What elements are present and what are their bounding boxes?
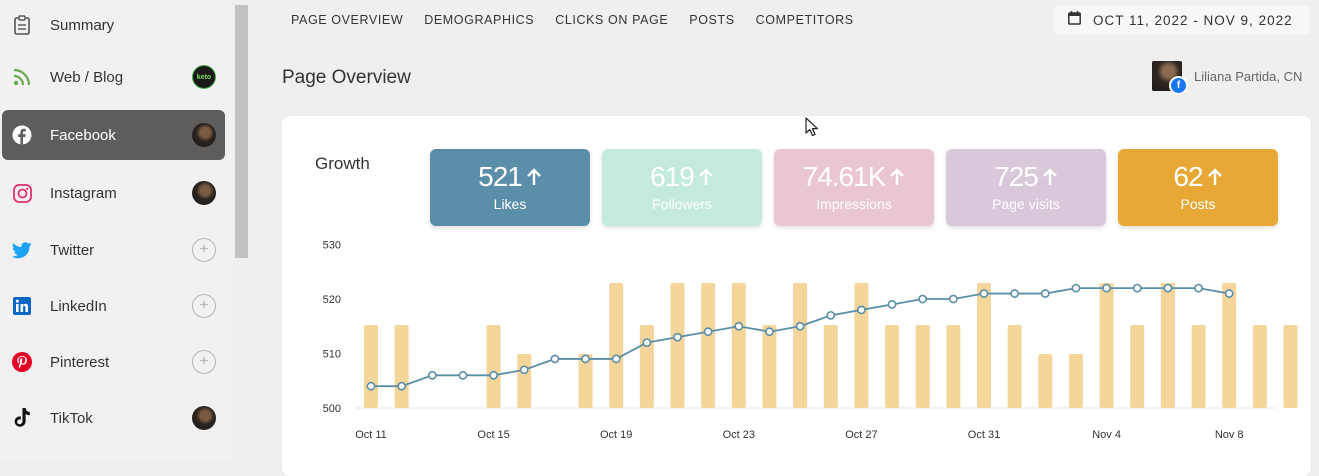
stat-label: Followers bbox=[652, 196, 712, 212]
arrow-up-icon bbox=[1207, 161, 1223, 193]
sidebar-item-label: Facebook bbox=[50, 126, 116, 144]
stat-label: Impressions bbox=[816, 196, 892, 212]
keto-avatar: keto bbox=[192, 65, 216, 89]
stat-card-followers[interactable]: 619 Followers bbox=[602, 149, 762, 226]
arrow-up-icon bbox=[526, 161, 542, 193]
sidebar-item-label: Twitter bbox=[50, 241, 95, 259]
tab-posts[interactable]: POSTS bbox=[689, 13, 735, 27]
sidebar-item-web-blog[interactable]: Web / Blog keto bbox=[2, 52, 225, 102]
sidebar-item-label: Pinterest bbox=[50, 353, 110, 371]
add-account-icon[interactable]: + bbox=[192, 350, 216, 374]
pinterest-icon bbox=[11, 351, 33, 373]
facebook-icon bbox=[11, 124, 33, 146]
sidebar-item-label: Web / Blog bbox=[50, 68, 124, 86]
rss-icon bbox=[11, 66, 33, 88]
sidebar-item-label: Instagram bbox=[50, 184, 117, 202]
sidebar-item-tiktok[interactable]: TikTok bbox=[2, 393, 225, 443]
arrow-up-icon bbox=[698, 161, 714, 193]
calendar-icon bbox=[1068, 10, 1081, 30]
linkedin-icon bbox=[11, 295, 33, 317]
add-account-icon[interactable]: + bbox=[192, 294, 216, 318]
profile-name: Liliana Partida, CN bbox=[1194, 68, 1303, 84]
stat-card-impressions[interactable]: 74.61K Impressions bbox=[774, 149, 934, 226]
sidebar-item-facebook[interactable]: Facebook bbox=[2, 110, 225, 160]
date-range-text: OCT 11, 2022 - NOV 9, 2022 bbox=[1093, 12, 1293, 28]
avatar bbox=[192, 181, 216, 205]
arrow-up-icon bbox=[889, 161, 905, 193]
sidebar-item-twitter[interactable]: Twitter + bbox=[2, 225, 225, 275]
stat-label: Likes bbox=[493, 196, 527, 212]
stat-value: 74.61K bbox=[802, 161, 887, 192]
sidebar-scrollbar[interactable] bbox=[235, 5, 248, 258]
stat-value: 725 bbox=[994, 161, 1039, 192]
instagram-icon bbox=[11, 182, 33, 204]
page-title: Page Overview bbox=[282, 67, 411, 88]
stat-card-likes[interactable]: 521 Likes bbox=[430, 149, 590, 226]
arrow-up-icon bbox=[1042, 161, 1058, 193]
mouse-cursor-icon bbox=[805, 117, 819, 142]
page-profile: f Liliana Partida, CN bbox=[1152, 61, 1303, 95]
tab-clicks-on-page[interactable]: CLICKS ON PAGE bbox=[555, 13, 669, 27]
tab-demographics[interactable]: DEMOGRAPHICS bbox=[424, 13, 535, 27]
twitter-icon bbox=[11, 239, 33, 261]
tiktok-icon bbox=[11, 407, 33, 429]
stat-card-posts[interactable]: 62 Posts bbox=[1118, 149, 1278, 226]
sidebar-item-label: Summary bbox=[50, 16, 115, 34]
date-range-picker[interactable]: OCT 11, 2022 - NOV 9, 2022 bbox=[1054, 5, 1310, 35]
avatar bbox=[192, 123, 216, 147]
sidebar-item-pinterest[interactable]: Pinterest + bbox=[2, 337, 225, 387]
stat-label: Posts bbox=[1180, 196, 1216, 212]
stat-label: Page visits bbox=[992, 196, 1060, 212]
sidebar-item-label: TikTok bbox=[50, 409, 93, 427]
stat-value: 521 bbox=[478, 161, 523, 192]
avatar bbox=[192, 406, 216, 430]
tab-bar: PAGE OVERVIEW DEMOGRAPHICS CLICKS ON PAG… bbox=[291, 13, 875, 27]
growth-label: Growth bbox=[315, 154, 370, 173]
sidebar-item-summary[interactable]: Summary bbox=[2, 0, 225, 50]
stat-value: 619 bbox=[650, 161, 695, 192]
stat-value: 62 bbox=[1173, 161, 1203, 192]
facebook-badge-icon: f bbox=[1169, 76, 1188, 95]
sidebar: Summary Web / Blog keto Facebook Instagr… bbox=[0, 0, 233, 461]
sidebar-item-instagram[interactable]: Instagram bbox=[2, 168, 225, 218]
avatar: f bbox=[1152, 61, 1188, 95]
tab-competitors[interactable]: COMPETITORS bbox=[755, 13, 854, 27]
sidebar-item-label: LinkedIn bbox=[50, 297, 107, 315]
sidebar-item-linkedin[interactable]: LinkedIn + bbox=[2, 281, 225, 331]
stat-card-page-visits[interactable]: 725 Page visits bbox=[946, 149, 1106, 226]
tab-page-overview[interactable]: PAGE OVERVIEW bbox=[291, 13, 404, 27]
clipboard-icon bbox=[11, 14, 33, 36]
add-account-icon[interactable]: + bbox=[192, 238, 216, 262]
